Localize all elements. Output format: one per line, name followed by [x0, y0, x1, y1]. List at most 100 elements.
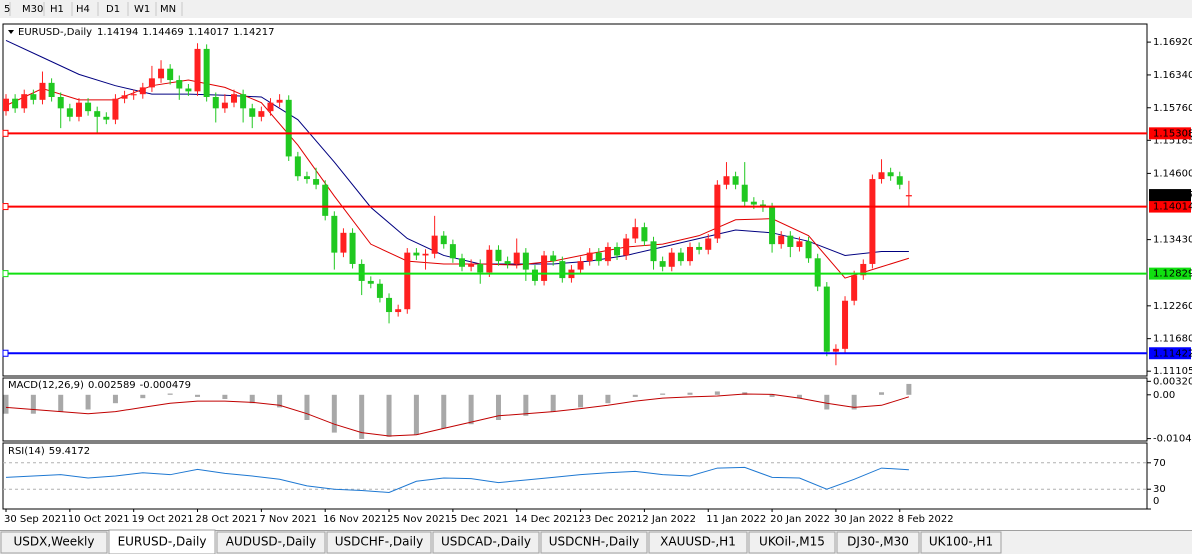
timeframe-button[interactable]: MN [160, 4, 176, 15]
candle-body [367, 280, 374, 284]
symbol-tab-label[interactable]: EURUSD-,Daily [118, 535, 207, 549]
symbol-tab-label[interactable]: USDX,Weekly [14, 535, 95, 549]
macd-bar [277, 394, 283, 408]
collapse-icon[interactable] [8, 30, 14, 34]
candle-body [440, 235, 447, 245]
candle-body [550, 255, 557, 262]
y-tick-label: 0 [1153, 496, 1159, 507]
current-price-label: 1.14217 [1153, 190, 1192, 201]
candle-body [57, 97, 64, 109]
y-tick-label: 0.003209 [1153, 376, 1192, 387]
candle-body [21, 94, 28, 109]
main-panel [2, 23, 1148, 377]
candle-body [522, 252, 529, 270]
symbol-tab-label[interactable]: DJ30-,M30 [847, 535, 909, 549]
candle-body [386, 297, 393, 313]
macd-bar [824, 394, 830, 410]
candle-body [376, 283, 383, 298]
macd-bar [304, 394, 310, 420]
candle-body [258, 111, 265, 117]
symbol-tab[interactable] [432, 531, 540, 554]
symbol-tab-label[interactable]: AUDUSD-,Daily [226, 535, 316, 549]
candle-body [905, 195, 912, 197]
candle-body [632, 227, 639, 239]
level-price-box [1149, 127, 1191, 140]
symbol-tab[interactable] [648, 531, 748, 554]
candle-body [212, 97, 219, 109]
timeframe-button[interactable]: 5 [4, 4, 10, 15]
level-handle[interactable] [2, 349, 9, 357]
macd-bar [523, 394, 529, 416]
x-tick-label: 20 Jan 2022 [770, 514, 830, 525]
candle-body [176, 80, 183, 89]
candle-body [294, 156, 301, 177]
symbol-tab-label[interactable]: USDCHF-,Daily [335, 535, 423, 549]
x-tick-label: 5 Dec 2021 [451, 514, 509, 525]
candle-body [48, 82, 55, 98]
candle-body [513, 252, 520, 264]
symbol-tab[interactable] [748, 531, 836, 554]
macd-bar [140, 394, 146, 399]
y-tick-label: 1.15185 [1153, 135, 1192, 146]
symbol-tab[interactable] [0, 531, 108, 554]
candle-body [167, 68, 174, 81]
candle-body [896, 176, 903, 185]
candle-body [158, 68, 165, 79]
macd-bar [550, 394, 556, 412]
level-price-label: 1.12829 [1153, 269, 1192, 280]
symbol-tab[interactable] [108, 529, 216, 554]
symbol-tab[interactable] [836, 531, 920, 554]
candle-body [486, 249, 493, 273]
symbol-tab[interactable] [216, 531, 326, 554]
timeframe-button[interactable]: H4 [76, 4, 90, 15]
candle-body [75, 102, 82, 117]
candle-body [358, 263, 365, 281]
candle-body [422, 253, 429, 256]
candle-body [677, 252, 684, 262]
x-tick-label: 11 Jan 2022 [706, 514, 766, 525]
candle-body [878, 172, 885, 180]
symbol-tab[interactable] [326, 531, 432, 554]
candle-body [240, 94, 247, 109]
candle-body [285, 99, 292, 157]
candle-body [750, 201, 757, 205]
candle-body [659, 261, 666, 267]
candle-body [860, 263, 867, 276]
candle-body [887, 172, 894, 177]
level-handle[interactable] [2, 203, 9, 211]
macd-bar [495, 394, 501, 420]
symbol-tab-label[interactable]: UK100-,H1 [929, 535, 993, 549]
x-tick-label: 7 Nov 2021 [259, 514, 317, 525]
candle-body [459, 258, 465, 267]
symbol-tab-label[interactable]: UKOil-,M15 [759, 535, 825, 549]
symbol-tab[interactable] [540, 531, 648, 554]
candle-body [203, 48, 210, 98]
candle-body [741, 184, 748, 202]
level-price-box [1149, 200, 1191, 213]
candle-body [431, 235, 438, 254]
x-tick-label: 19 Oct 2021 [132, 514, 194, 525]
candle-body [732, 176, 739, 185]
symbol-tab-label[interactable]: USDCAD-,Daily [441, 535, 531, 549]
candle-body [349, 232, 356, 264]
candle-body [231, 94, 237, 103]
candle-body [340, 232, 347, 253]
timeframe-button[interactable]: H1 [50, 4, 64, 15]
candle-body [85, 102, 92, 112]
main-header: EURUSD-,Daily 1.14194 1.14469 1.14017 1.1421… [18, 27, 274, 38]
macd-bar [85, 394, 91, 410]
level-handle[interactable] [2, 129, 9, 137]
candle-body [130, 94, 137, 96]
candle-body [787, 235, 794, 247]
candle-body [449, 244, 456, 259]
symbol-tab[interactable] [920, 531, 1002, 554]
symbol-tab-label[interactable]: USDCNH-,Daily [549, 535, 640, 549]
candle-body [495, 249, 502, 262]
level-handle[interactable] [2, 270, 9, 278]
timeframe-button[interactable]: W1 [134, 4, 150, 15]
symbol-tab-label[interactable]: XAUUSD-,H1 [660, 535, 736, 549]
timeframe-button[interactable]: M30 [22, 4, 43, 15]
candle-body [221, 102, 228, 109]
timeframe-button[interactable]: D1 [106, 4, 120, 15]
candle-body [531, 269, 538, 281]
